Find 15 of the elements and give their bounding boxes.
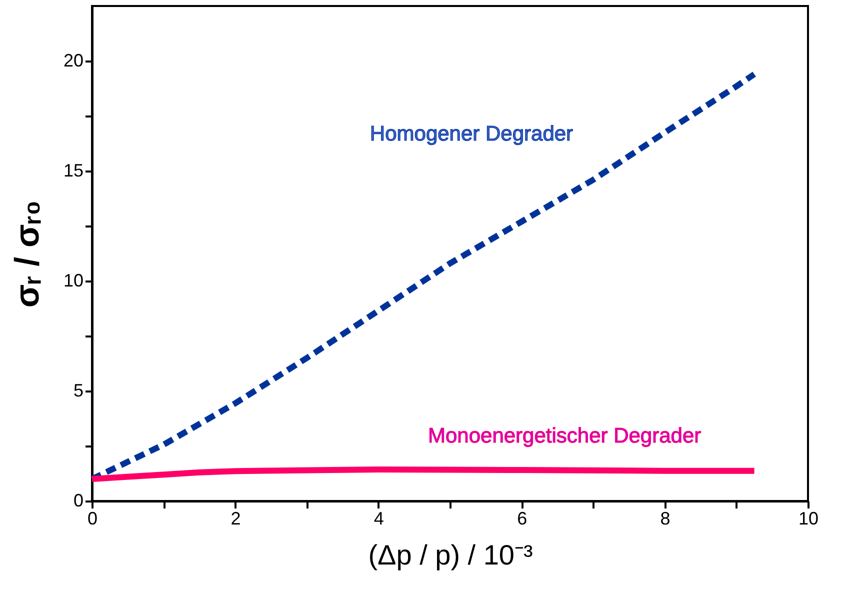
x-tick-label: 4 bbox=[374, 508, 384, 528]
series-label: Monoenergetischer Degrader bbox=[428, 424, 702, 448]
x-tick-label: 10 bbox=[798, 508, 819, 528]
x-tick-label: 6 bbox=[517, 508, 528, 528]
x-axis-title: (Δp / p) / 10⁻³ bbox=[368, 540, 533, 570]
x-tick-label: 8 bbox=[660, 508, 670, 528]
y-tick-label: 5 bbox=[73, 380, 84, 400]
y-tick-label: 0 bbox=[73, 490, 84, 510]
y-tick-label: 20 bbox=[63, 50, 84, 70]
y-tick-label: 15 bbox=[63, 160, 84, 180]
y-axis-title: σᵣ / σᵣ₀ bbox=[8, 200, 46, 308]
series-label: Homogener Degrader bbox=[370, 122, 574, 146]
y-tick-label: 10 bbox=[63, 270, 84, 290]
x-tick-label: 2 bbox=[230, 508, 241, 528]
x-tick-label: 0 bbox=[87, 508, 98, 528]
